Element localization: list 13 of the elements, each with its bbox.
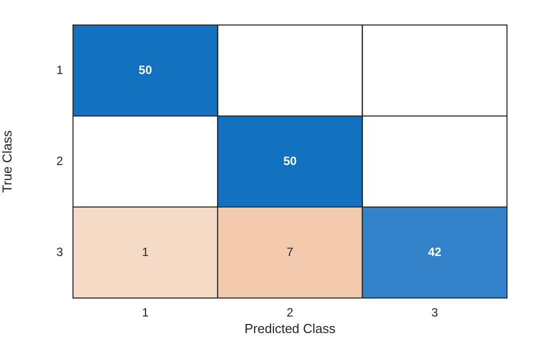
data-label: 7 (286, 244, 294, 259)
x-tick-label: 2 (286, 306, 294, 320)
data-label: 42 (428, 244, 442, 259)
data-label: 1 (142, 244, 149, 259)
x-axis-title: Predicted Class (244, 320, 336, 336)
data-label: 50 (283, 154, 297, 168)
x-tick-label: 3 (431, 306, 438, 320)
x-tick-label: 1 (142, 306, 149, 320)
y-tick-label: 1 (56, 62, 64, 77)
y-tick-label: 2 (56, 154, 64, 168)
y-axis-title: True Class (0, 130, 14, 193)
data-label: 50 (138, 62, 152, 77)
y-tick-label: 3 (56, 244, 64, 259)
